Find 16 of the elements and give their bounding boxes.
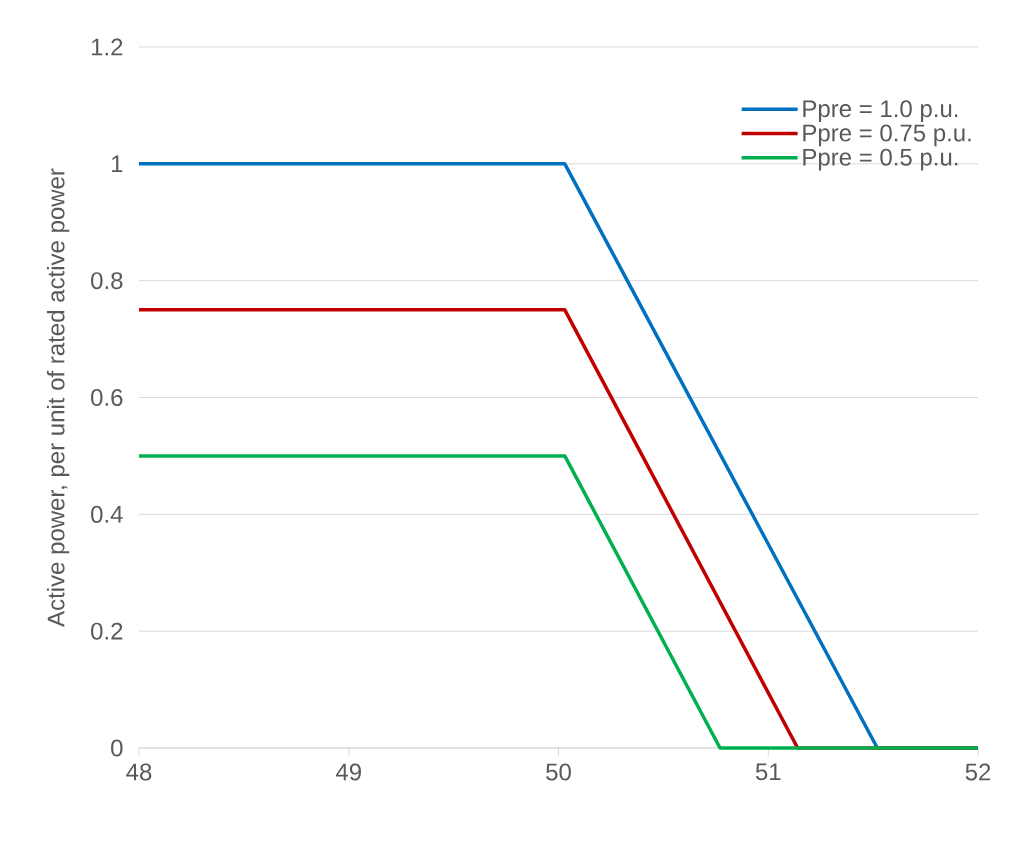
x-tick-label: 49 bbox=[335, 763, 361, 781]
x-tick-label: 52 bbox=[965, 763, 991, 781]
y-tick-label: 0.4 bbox=[91, 505, 123, 523]
legend-label: Ppre = 0.5 p.u. bbox=[803, 148, 958, 171]
y-tick-label: 0.6 bbox=[91, 388, 123, 406]
y-tick-label: 1.2 bbox=[91, 38, 123, 56]
legend-label: Ppre = 0.75 p.u. bbox=[803, 124, 971, 147]
y-tick-label: 1 bbox=[111, 155, 123, 173]
y-tick-label: 0.2 bbox=[91, 622, 123, 640]
legend-label: Ppre = 1.0 p.u. bbox=[803, 100, 958, 122]
x-tick-label: 50 bbox=[546, 763, 571, 781]
y-tick-label: 0.8 bbox=[91, 272, 123, 290]
x-tick-label: 51 bbox=[755, 763, 781, 781]
y-axis-title: Active power, per unit of rated active power bbox=[46, 168, 70, 627]
x-tick-label: 48 bbox=[126, 763, 152, 781]
y-tick-label: 0 bbox=[111, 739, 123, 757]
